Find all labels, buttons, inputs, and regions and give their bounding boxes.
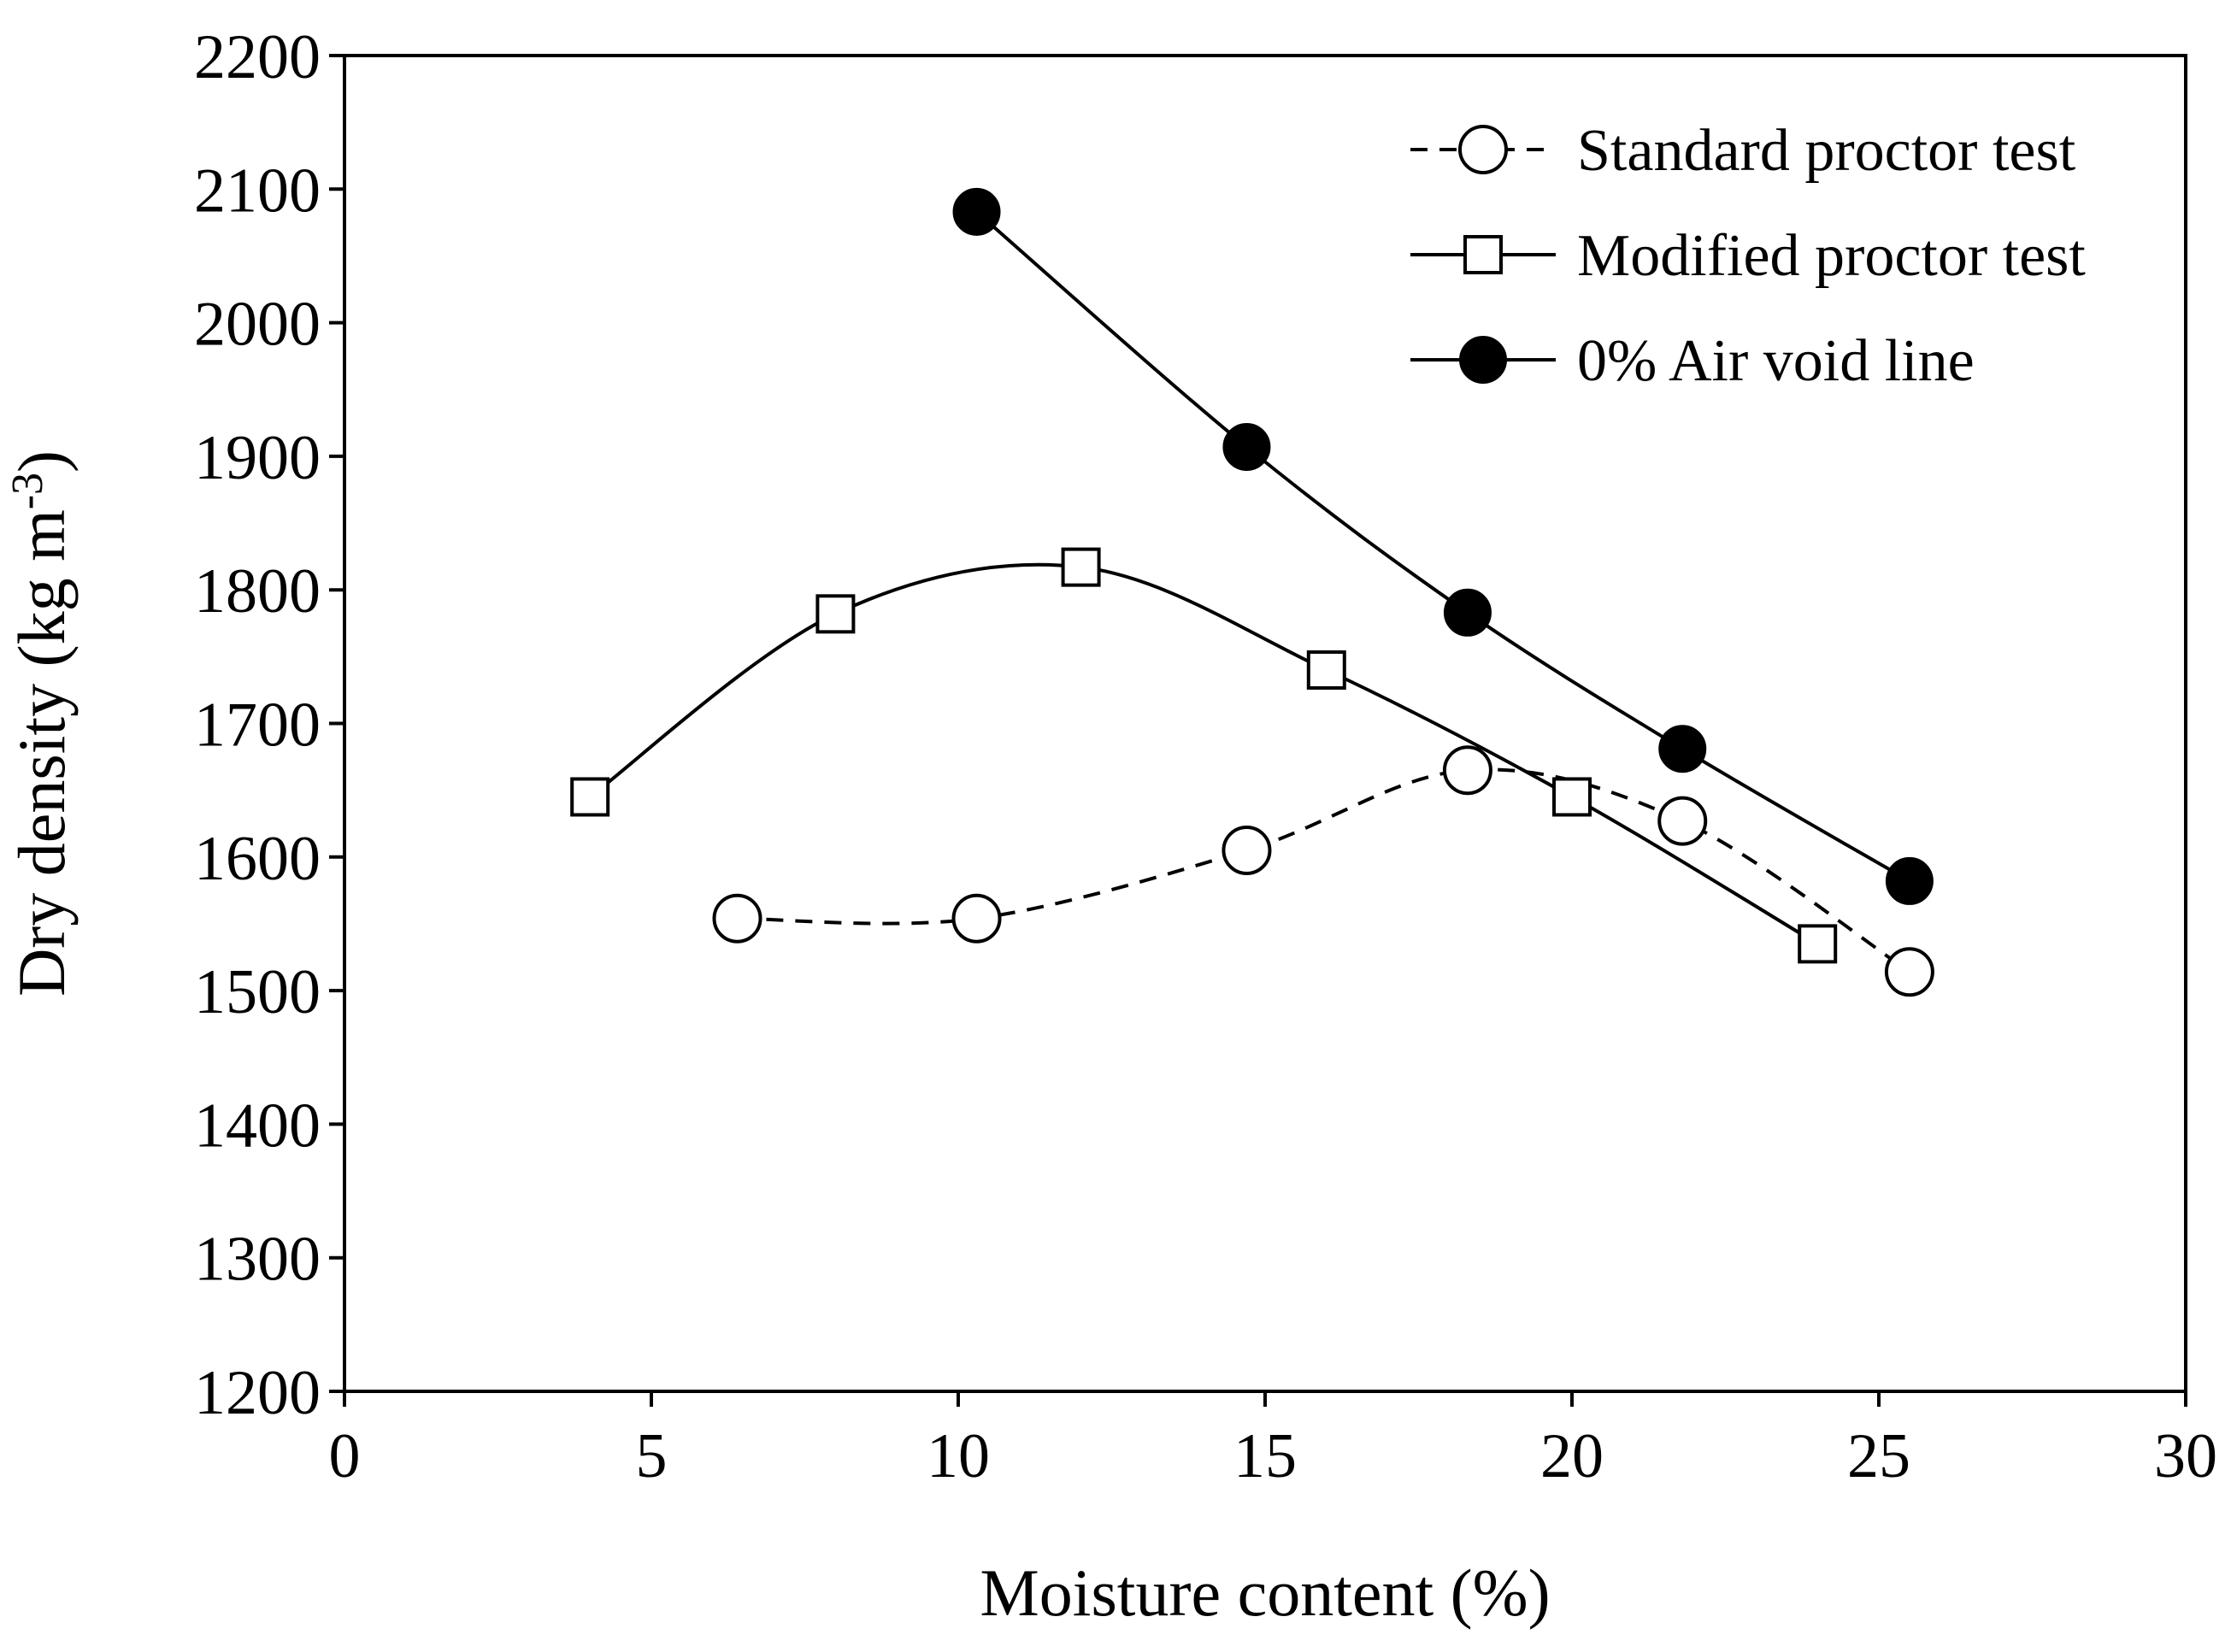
- x-tick-label: 30: [2154, 1421, 2217, 1491]
- legend-marker: [1463, 235, 1503, 274]
- series-line: [737, 767, 1911, 973]
- y-axis-title-sup: -3: [3, 473, 52, 509]
- legend-item: Modified proctor test: [1410, 223, 2086, 289]
- data-point: [952, 187, 1001, 236]
- data-point: [1884, 947, 1934, 997]
- data-point: [1885, 856, 1934, 905]
- series-line: [975, 210, 1910, 883]
- data-point: [1658, 725, 1707, 773]
- y-tick-label: 1800: [194, 556, 321, 626]
- legend-label: Standard proctor test: [1577, 118, 2076, 184]
- y-tick-label: 1300: [194, 1225, 321, 1295]
- data-point: [570, 777, 610, 817]
- data-point: [1306, 650, 1346, 690]
- data-point: [1798, 924, 1838, 964]
- y-axis-title: Dry density (kg m-3): [3, 450, 79, 996]
- y-axis-title-close: ): [4, 450, 79, 473]
- series-line: [589, 562, 1819, 946]
- legend-label: 0% Air void line: [1577, 328, 1975, 394]
- series-2: [952, 187, 1934, 905]
- y-tick-label: 2200: [194, 22, 321, 92]
- x-axis-title: Moisture content (%): [980, 1555, 1550, 1630]
- data-point: [1442, 745, 1492, 796]
- series-0: [712, 745, 1934, 997]
- data-point: [1443, 588, 1492, 637]
- x-axis: 0 5 10 15 20 25 30: [329, 1391, 2217, 1491]
- data-point: [1222, 422, 1271, 471]
- series-layer: [570, 187, 1934, 997]
- y-tick-label: 1700: [194, 691, 321, 761]
- x-tick-label: 5: [636, 1421, 668, 1491]
- legend-marker: [1459, 336, 1507, 384]
- y-tick-label: 1500: [194, 957, 321, 1027]
- legend-item: Standard proctor test: [1410, 118, 2076, 184]
- x-tick-label: 15: [1233, 1421, 1297, 1491]
- data-point: [1552, 777, 1592, 817]
- y-tick-label: 1600: [194, 824, 321, 894]
- data-point: [712, 893, 762, 944]
- x-tick-label: 0: [329, 1421, 361, 1491]
- y-tick-label: 1200: [194, 1358, 321, 1428]
- x-tick-label: 20: [1540, 1421, 1604, 1491]
- data-point: [815, 594, 856, 634]
- data-point: [1061, 547, 1101, 587]
- data-point: [1222, 825, 1272, 875]
- y-axis: 1200 1300 1400 1500 1600 1700 1800 1900 2000 2100…: [194, 22, 344, 1428]
- x-tick-label: 10: [927, 1421, 990, 1491]
- y-tick-label: 1900: [194, 423, 321, 493]
- legend-item: 0% Air void line: [1410, 328, 1975, 394]
- legend-marker: [1458, 125, 1508, 174]
- legend: Standard proctor test Modified proctor te…: [1410, 118, 2086, 394]
- data-point: [1657, 796, 1708, 846]
- y-tick-label: 1400: [194, 1091, 321, 1161]
- x-tick-label: 25: [1847, 1421, 1910, 1491]
- series-1: [570, 547, 1838, 964]
- data-point: [951, 893, 1002, 944]
- y-tick-label: 2000: [194, 290, 321, 360]
- legend-label: Modified proctor test: [1577, 223, 2086, 289]
- y-axis-title-main: Dry density (kg m: [4, 509, 79, 996]
- y-tick-label: 2100: [194, 156, 321, 226]
